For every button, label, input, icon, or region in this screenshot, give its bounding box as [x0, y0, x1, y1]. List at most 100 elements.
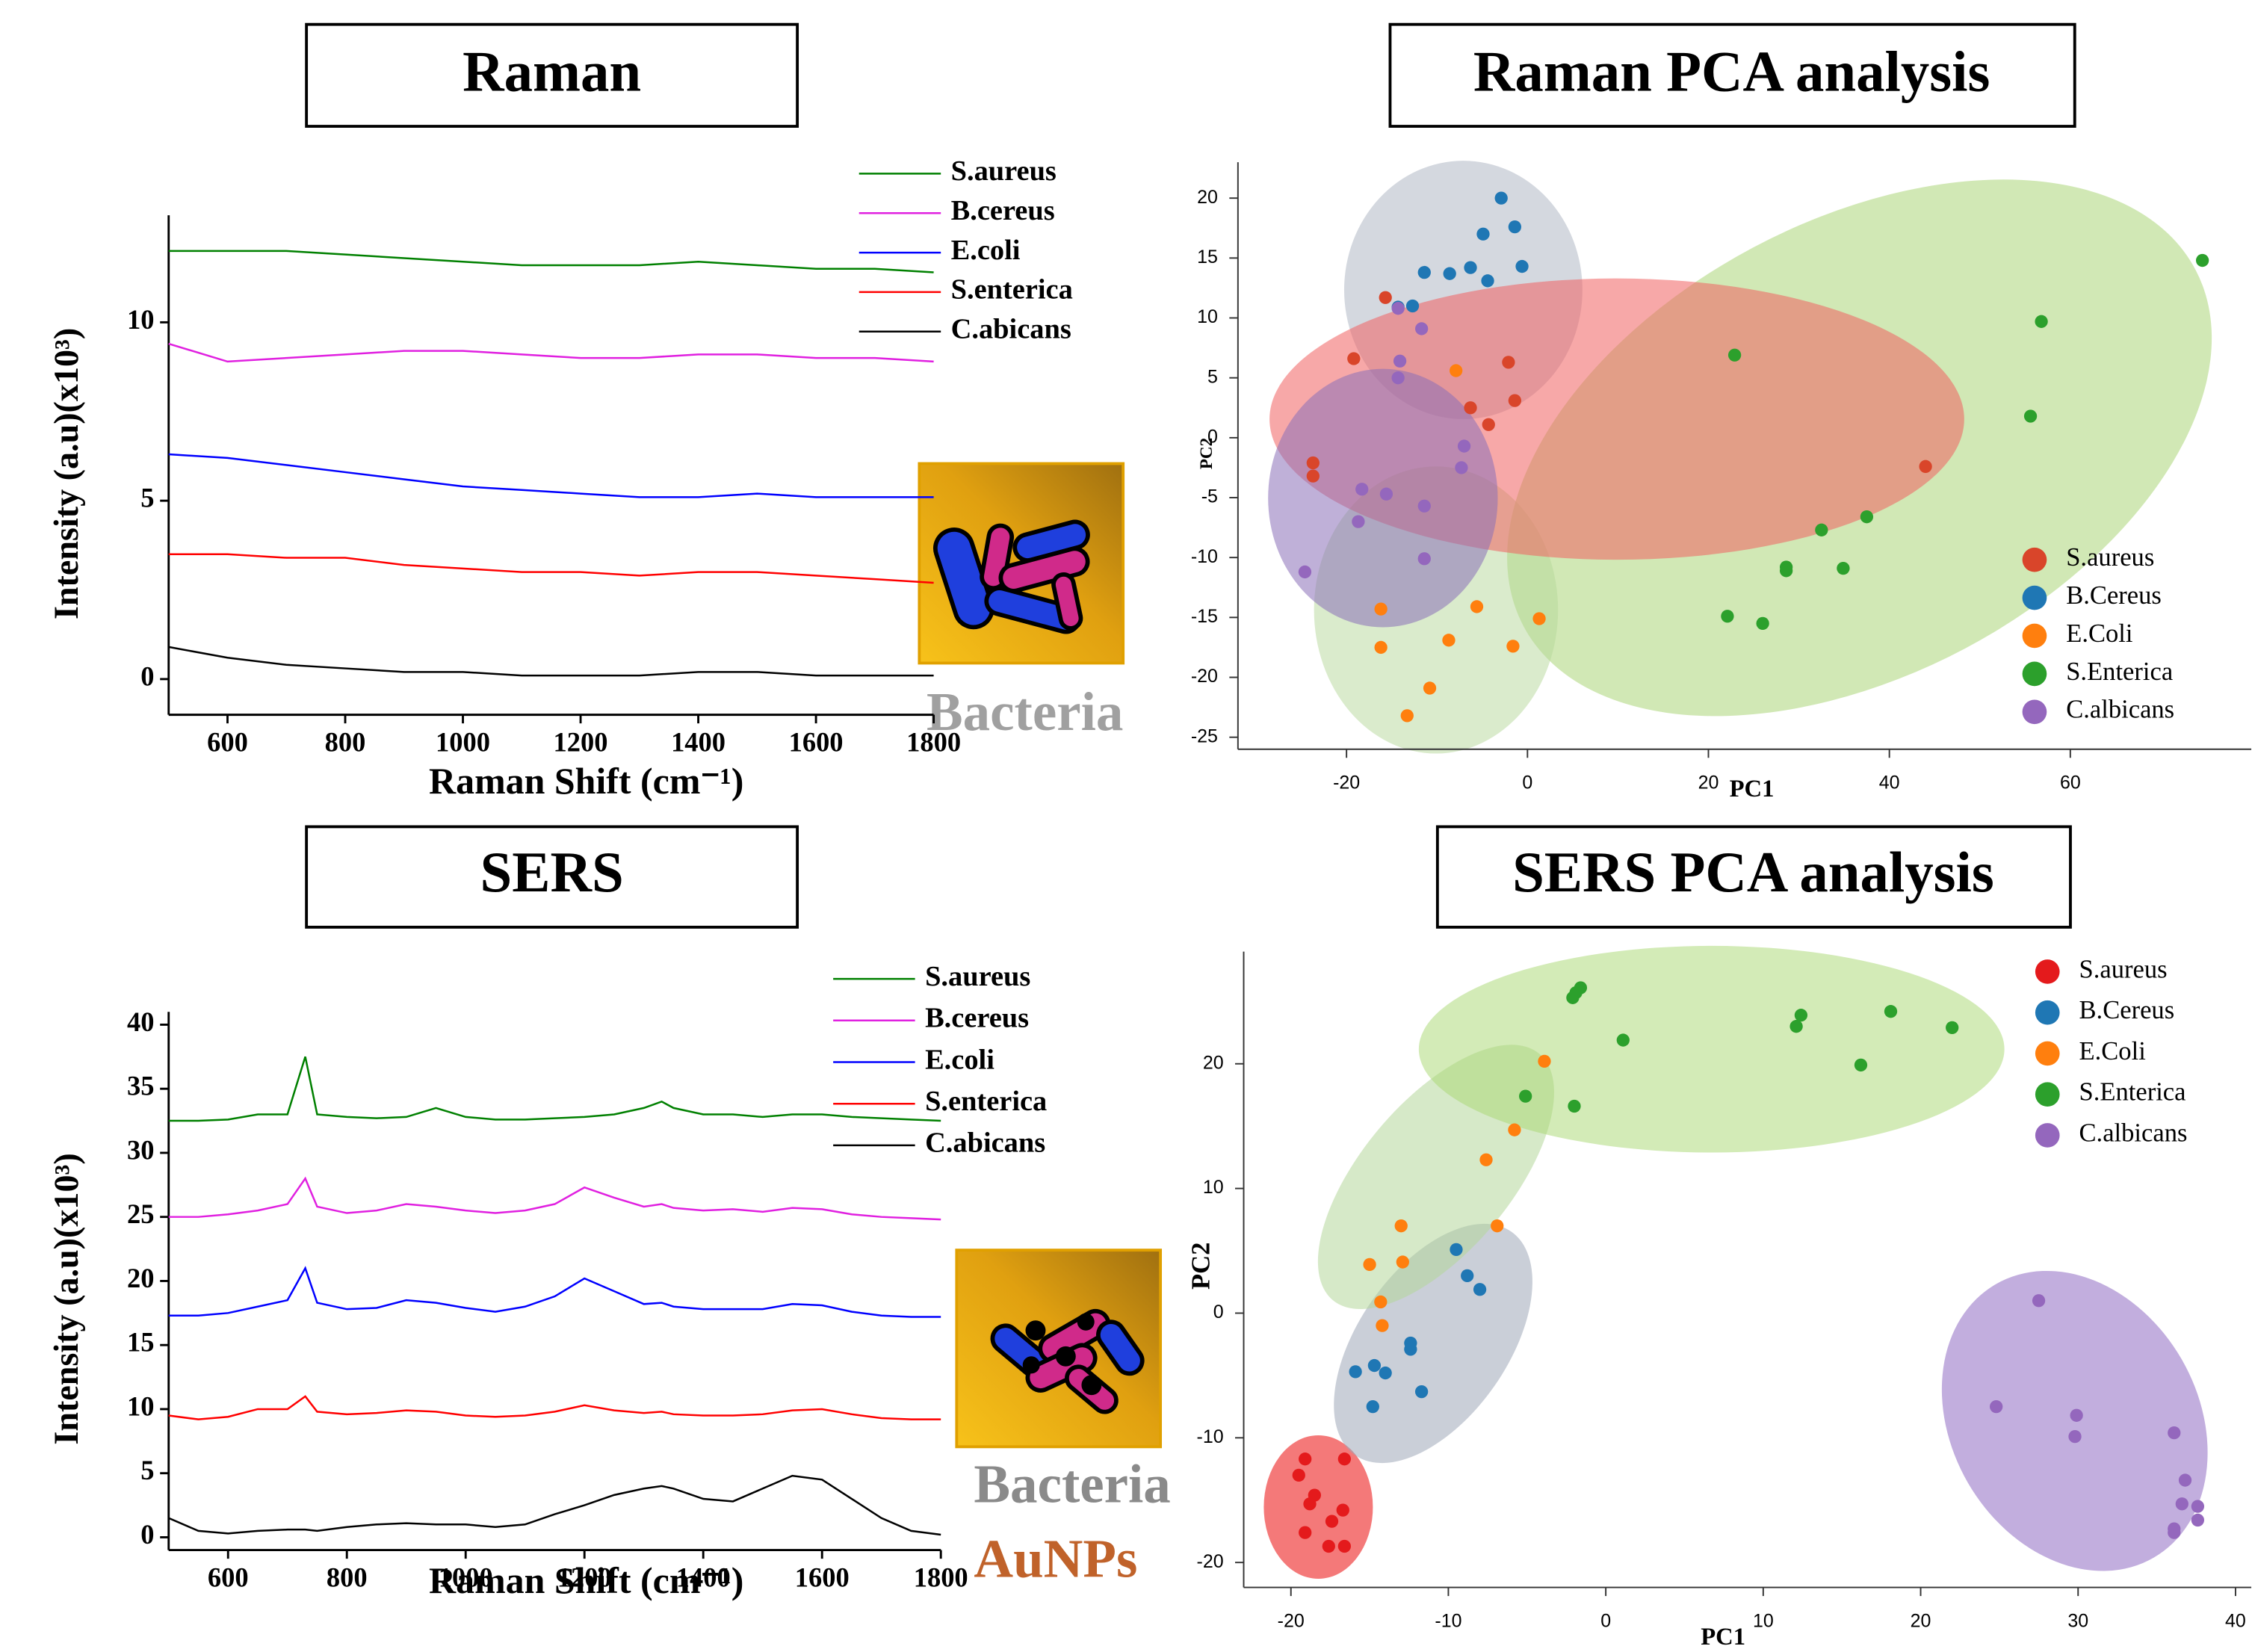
x-tick-label: 1400	[676, 1562, 731, 1592]
point	[1756, 617, 1769, 630]
point	[2024, 409, 2037, 422]
y-tick-label: 10	[127, 304, 154, 335]
y-tick-label: 15	[1197, 247, 1218, 267]
point	[1338, 1540, 1351, 1553]
legend-label: B.Cereus	[2066, 581, 2162, 610]
point	[1508, 1124, 1521, 1136]
legend-label: S.enterica	[951, 274, 1073, 306]
point	[1415, 1385, 1428, 1398]
x-tick-label: 1200	[554, 726, 608, 757]
x-tick-label: 20	[1698, 772, 1719, 793]
point	[1392, 302, 1405, 315]
point	[1617, 1033, 1630, 1046]
point	[1515, 260, 1528, 273]
y-tick-label: 10	[1203, 1177, 1224, 1198]
point	[1380, 488, 1393, 501]
y-tick-label: 0	[140, 1519, 154, 1550]
x-tick-label: 60	[2060, 772, 2081, 793]
point	[1379, 1367, 1392, 1379]
point	[1418, 266, 1431, 279]
x-tick-label: 1800	[906, 726, 961, 757]
nanoparticle	[1077, 1314, 1095, 1331]
spectrum-line	[169, 454, 934, 497]
figure: Raman Raman PCA analysis SERS SERS PCA a…	[0, 0, 2252, 1652]
y-tick-label: -10	[1191, 546, 1218, 567]
x-tick-label: 30	[2067, 1610, 2088, 1631]
point	[1990, 1400, 2002, 1413]
y-tick-label: -5	[1201, 486, 1218, 507]
legend-label: S.aureus	[2079, 955, 2168, 983]
point	[1352, 515, 1364, 528]
point	[1509, 394, 1521, 406]
y-tick-label: 35	[127, 1071, 154, 1101]
legend-label: S.aureus	[951, 155, 1057, 187]
inset-bacteria	[919, 463, 1123, 663]
nanoparticle	[1056, 1346, 1076, 1367]
point	[2179, 1473, 2191, 1486]
legend-swatch	[2035, 959, 2060, 984]
point	[1482, 418, 1495, 431]
point	[1721, 610, 1733, 622]
point	[1464, 401, 1476, 414]
legend-label: C.albicans	[2066, 696, 2174, 724]
point	[1532, 612, 1545, 625]
point	[1461, 1269, 1473, 1282]
spectrum-line	[169, 1476, 941, 1535]
x-tick-label: 1400	[671, 726, 726, 757]
x-axis-label: PC1	[1730, 776, 1775, 802]
point	[2191, 1500, 2204, 1512]
legend-label: S.aureus	[925, 961, 1030, 992]
y-axis-label: Intensity (a.u)(x10³)	[47, 328, 85, 619]
inset-bacteria-aunps	[956, 1250, 1160, 1447]
point	[1568, 1100, 1580, 1113]
point	[1368, 1359, 1381, 1372]
x-tick-label: 1200	[557, 1562, 612, 1592]
point	[1415, 322, 1428, 335]
x-tick-label: 40	[1879, 772, 1900, 793]
x-tick-label: 20	[1911, 1610, 1931, 1631]
point	[1470, 600, 1483, 613]
point	[1919, 460, 1931, 473]
y-axis-label: Intensity (a.u)(x10³)	[47, 1153, 85, 1444]
y-tick-label: 30	[127, 1134, 154, 1165]
point	[1789, 1020, 1802, 1033]
y-tick-label: 0	[1207, 426, 1218, 447]
point	[2176, 1497, 2188, 1510]
legend-label: E.coli	[951, 235, 1021, 266]
point	[1338, 1453, 1351, 1465]
legend-label: S.Enterica	[2079, 1078, 2186, 1107]
y-tick-label: -25	[1191, 726, 1218, 746]
point	[1374, 1296, 1387, 1308]
legend-swatch	[2035, 1000, 2060, 1025]
point	[1299, 1453, 1311, 1465]
point	[2168, 1426, 2180, 1439]
point	[1418, 500, 1431, 513]
point	[1458, 439, 1470, 452]
point	[1450, 364, 1462, 377]
point	[1396, 1255, 1409, 1268]
point	[1406, 300, 1419, 312]
point	[2191, 1514, 2204, 1526]
y-tick-label: 0	[140, 661, 154, 691]
point	[1795, 1009, 1807, 1021]
y-tick-label: 10	[1197, 306, 1218, 327]
x-axis-label: PC1	[1701, 1624, 1745, 1651]
point	[1506, 640, 1519, 652]
legend-label: S.enterica	[925, 1086, 1047, 1117]
chart-title: Raman PCA analysis	[1473, 40, 1990, 103]
point	[1363, 1258, 1376, 1271]
legend-swatch	[2023, 662, 2047, 687]
annotation: Bacteria	[974, 1454, 1170, 1515]
x-tick-label: 1000	[436, 726, 490, 757]
x-tick-label: -20	[1333, 772, 1360, 793]
point	[1464, 262, 1476, 274]
x-tick-label: 0	[1600, 1610, 1611, 1631]
point	[1502, 356, 1515, 368]
y-tick-label: -20	[1191, 666, 1218, 687]
point	[1884, 1005, 1897, 1018]
point	[1860, 510, 1873, 523]
point	[1855, 1059, 1867, 1071]
legend-label: B.cereus	[951, 195, 1055, 226]
point	[1349, 1365, 1361, 1378]
x-tick-label: 10	[1753, 1610, 1774, 1631]
